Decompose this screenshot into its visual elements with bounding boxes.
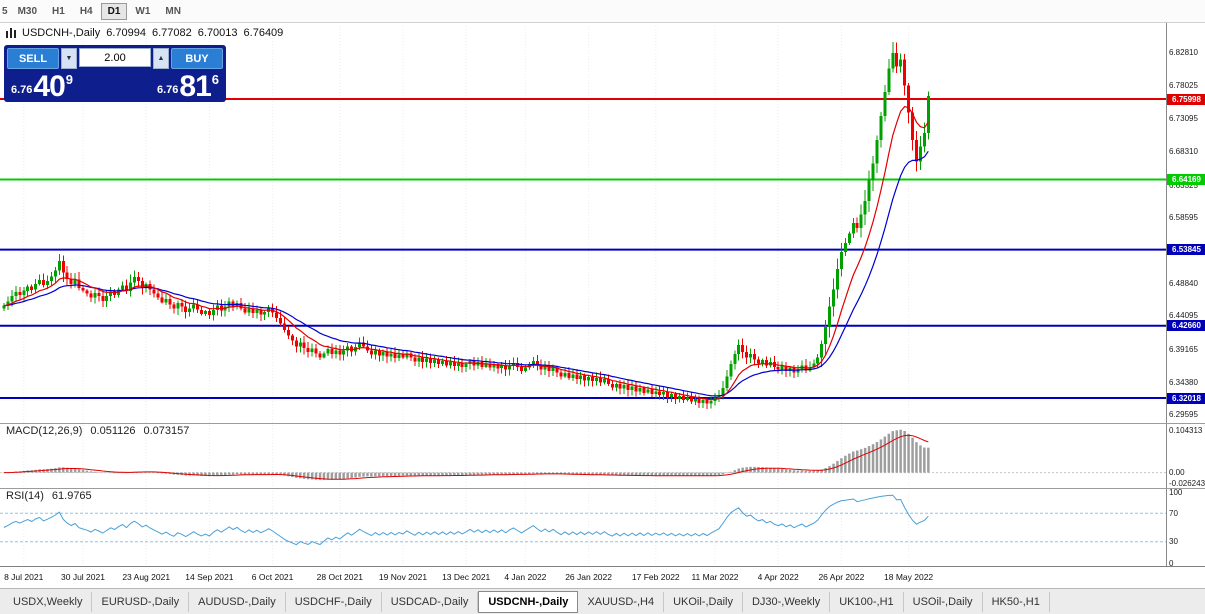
sell-price-display[interactable]: 6.76 40 9 — [11, 70, 74, 103]
chart-tab-dj30-weekly[interactable]: DJ30-,Weekly — [743, 591, 831, 612]
price-label: 6.29595 — [1169, 410, 1198, 419]
date-label: 4 Jan 2022 — [504, 572, 547, 582]
chart-tab-ukoil-daily[interactable]: UKOil-,Daily — [664, 591, 743, 612]
macd-axis-label: 0.104313 — [1169, 425, 1203, 435]
legend-low: 6.70013 — [197, 27, 238, 39]
chart-tab-hk50-h1[interactable]: HK50-,H1 — [983, 591, 1050, 612]
price-label: 6.73095 — [1169, 114, 1198, 124]
date-label: 18 May 2022 — [884, 572, 934, 582]
buy-button[interactable]: BUY — [171, 48, 223, 69]
macd-axis-label: 0.00 — [1169, 468, 1185, 478]
date-label: 26 Apr 2022 — [818, 572, 865, 582]
buy-price-prefix: 6.76 — [156, 84, 179, 96]
macd-value-signal: 0.073157 — [143, 425, 190, 437]
price-label: 6.78025 — [1169, 80, 1198, 90]
date-label: 4 Apr 2022 — [757, 572, 799, 582]
date-label: 8 Jul 2021 — [4, 572, 44, 582]
timeframe-button-d1[interactable]: D1 — [100, 2, 128, 20]
sell-price-fraction: 9 — [65, 72, 74, 87]
chart-canvas[interactable] — [0, 0, 1166, 566]
timeframe-button-w1[interactable]: W1 — [128, 3, 157, 20]
sell-price-prefix: 6.76 — [11, 84, 33, 96]
price-label: 6.68310 — [1169, 146, 1198, 156]
sell-button[interactable]: SELL — [7, 48, 59, 69]
buy-price-fraction: 6 — [211, 72, 219, 87]
buy-price-pips: 81 — [179, 70, 211, 103]
rsi-axis-label: 0 — [1169, 558, 1174, 568]
macd-value-main: 0.051126 — [90, 425, 136, 437]
price-axis[interactable]: 6.82810 6.78025 6.73095 6.68310 6.63325 6.585… — [1166, 22, 1205, 568]
date-label: 28 Oct 2021 — [316, 572, 363, 582]
chart-tab-usoil-daily[interactable]: USOil-,Daily — [904, 591, 983, 612]
legend-close: 6.76409 — [243, 27, 284, 39]
chart-tab-usdchf-daily[interactable]: USDCHF-,Daily — [286, 591, 382, 612]
chart-icon — [6, 28, 16, 38]
candlesticks — [2, 42, 930, 410]
price-label: 6.48840 — [1169, 279, 1198, 289]
chart-tab-bar: USDX,Weekly EURUSD-,Daily AUDUSD-,Daily USD… — [0, 588, 1205, 614]
rsi-indicator-label: RSI(14) 61.9765 — [6, 490, 92, 502]
date-label: 30 Jul 2021 — [61, 572, 105, 582]
timeframe-button-mn[interactable]: MN — [158, 3, 188, 20]
price-label: 6.58595 — [1169, 212, 1198, 222]
date-label: 14 Sep 2021 — [185, 572, 234, 582]
rsi-axis-label: 30 — [1169, 537, 1178, 547]
date-label: 23 Aug 2021 — [122, 572, 171, 582]
level-price-badge: 6.53845 — [1167, 244, 1205, 256]
price-label: 6.44095 — [1169, 311, 1198, 321]
legend-symbol-period: USDCNH-,Daily — [22, 27, 101, 39]
level-price-badge: 6.42660 — [1167, 320, 1205, 332]
level-price-badge: 6.75998 — [1167, 93, 1205, 105]
ma-fast-line — [3, 105, 929, 401]
chart-tab-usdcad-daily[interactable]: USDCAD-,Daily — [382, 591, 479, 612]
date-label: 17 Feb 2022 — [631, 572, 680, 582]
timeframe-button-h4[interactable]: H4 — [73, 3, 100, 20]
legend-open: 6.70994 — [106, 27, 146, 39]
rsi-pane-separator[interactable] — [0, 488, 1205, 489]
time-axis[interactable]: 8 Jul 2021 30 Jul 2021 23 Aug 2021 14 Sep 2… — [0, 566, 1205, 589]
macd-signal-line — [4, 434, 929, 480]
chevron-down-icon: ▼ — [65, 55, 73, 62]
level-price-badge: 6.32018 — [1167, 392, 1205, 404]
rsi-value: 61.9765 — [51, 490, 92, 502]
price-label: 6.63325 — [1169, 180, 1198, 190]
buy-price-display[interactable]: 6.76 81 6 — [156, 70, 219, 103]
volume-increase-button[interactable]: ▲ — [153, 48, 169, 69]
chart-tab-xauusd-h4[interactable]: XAUUSD-,H4 — [578, 591, 665, 612]
chart-tab-uk100-h1[interactable]: UK100-,H1 — [830, 591, 904, 612]
macd-title: MACD(12,26,9) — [6, 425, 83, 437]
rsi-line — [3, 494, 929, 546]
macd-pane-separator[interactable] — [0, 423, 1205, 424]
rsi-axis-label: 70 — [1169, 508, 1178, 518]
volume-decrease-button[interactable]: ▼ — [61, 48, 77, 69]
date-label: 6 Oct 2021 — [251, 572, 294, 582]
macd-axis-label: -0.026243 — [1169, 478, 1205, 488]
chart-tab-eurusd-daily[interactable]: EURUSD-,Daily — [92, 591, 190, 612]
chart-tab-usdx-weekly[interactable]: USDX,Weekly — [4, 591, 93, 612]
one-click-trading-panel: SELL ▼ ▲ BUY 6.76 40 9 6.76 81 6 — [4, 45, 226, 102]
price-label: 6.39165 — [1169, 344, 1198, 354]
rsi-title: RSI(14) — [6, 490, 44, 502]
sell-price-pips: 40 — [33, 70, 65, 103]
price-label: 6.82810 — [1169, 48, 1198, 58]
date-label: 13 Dec 2021 — [442, 572, 491, 582]
legend-high: 6.77082 — [152, 27, 192, 39]
rsi-axis-label: 100 — [1169, 487, 1183, 497]
chart-tab-audusd-daily[interactable]: AUDUSD-,Daily — [189, 591, 286, 612]
date-label: 19 Nov 2021 — [378, 572, 428, 582]
level-price-badge: 6.64169 — [1167, 174, 1205, 185]
date-label: 11 Mar 2022 — [691, 572, 739, 582]
chart-legend: USDCNH-,Daily 6.70994 6.77082 6.70013 6.… — [6, 27, 283, 39]
price-label: 6.34380 — [1169, 377, 1198, 387]
volume-input[interactable] — [79, 48, 151, 67]
macd-indicator-label: MACD(12,26,9) 0.051126 0.073157 — [6, 425, 189, 437]
timeframe-button-h1[interactable]: H1 — [45, 3, 72, 20]
date-label: 26 Jan 2022 — [565, 572, 612, 582]
timeframe-toolbar: 5 M30 H1 H4 D1 W1 MN — [0, 0, 1205, 23]
timeframe-button-5[interactable]: 5 — [0, 3, 10, 20]
timeframe-button-m30[interactable]: M30 — [11, 3, 44, 20]
chevron-up-icon: ▲ — [157, 55, 165, 62]
chart-tab-usdcnh-daily[interactable]: USDCNH-,Daily — [478, 590, 579, 613]
